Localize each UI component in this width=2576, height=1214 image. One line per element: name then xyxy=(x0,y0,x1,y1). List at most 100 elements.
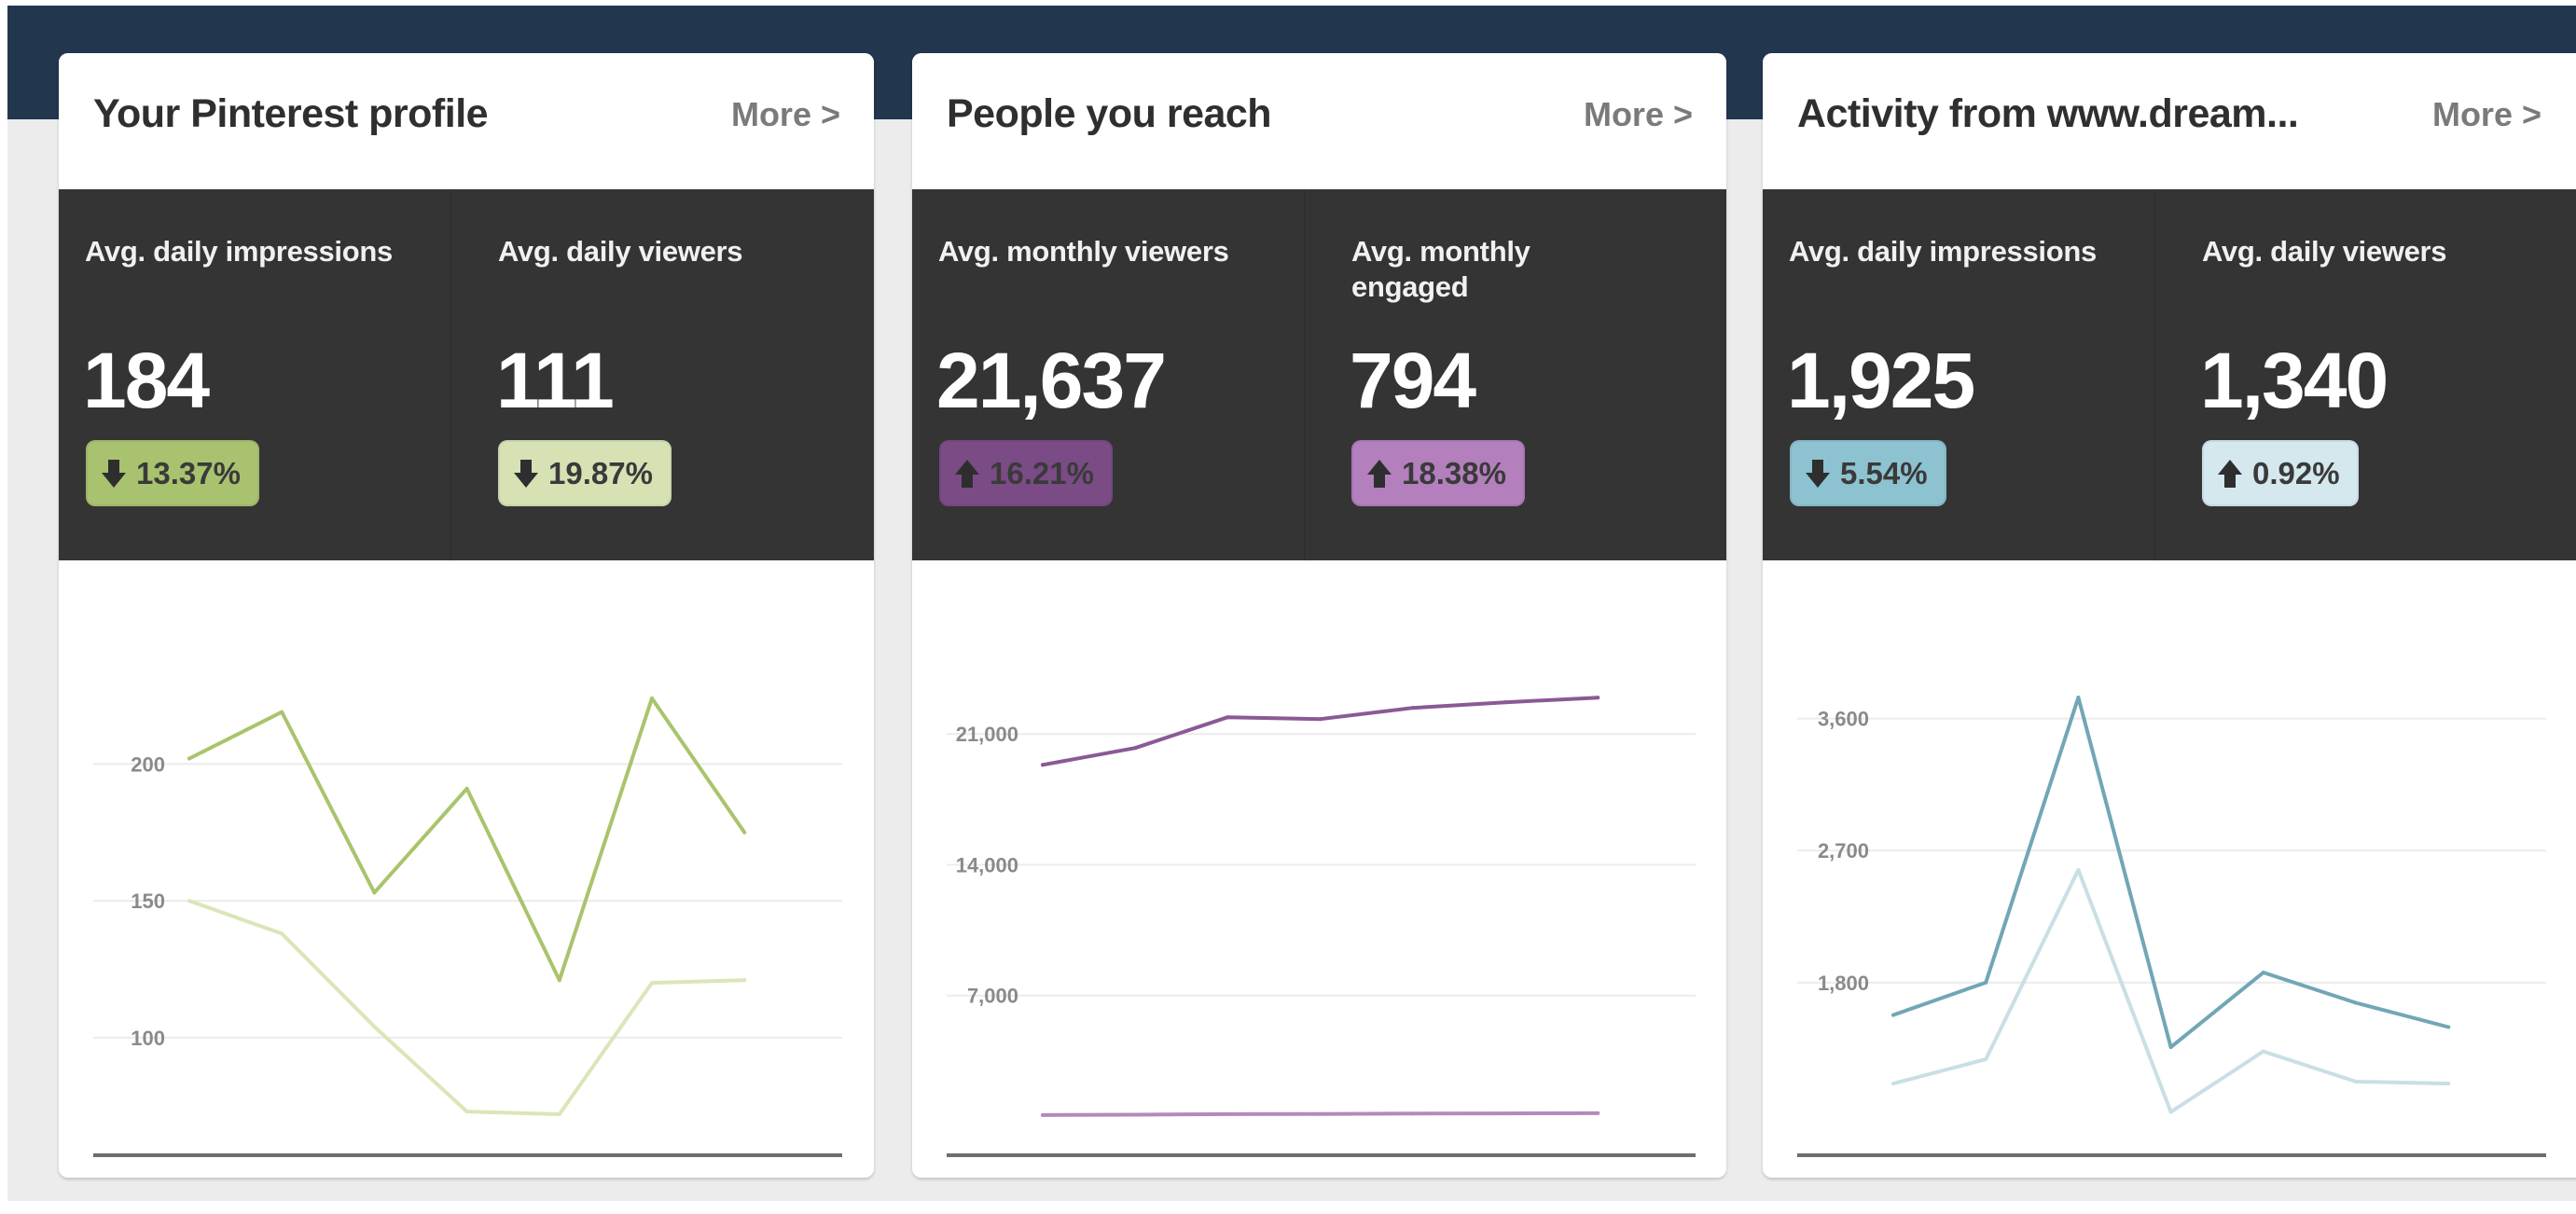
line-chart-reach: 21,000 14,000 7,000 Apr 27 29 May 1 xyxy=(947,696,1696,1178)
stat-label: Avg. monthly viewers xyxy=(938,235,1229,268)
stat-label: Avg. daily impressions xyxy=(1789,235,2097,268)
y-tick-label: 150 xyxy=(131,890,165,913)
data-point xyxy=(2168,1045,2173,1050)
data-point xyxy=(464,1110,469,1114)
data-point xyxy=(650,981,654,986)
data-point xyxy=(1596,696,1600,700)
stat-value: 1,340 xyxy=(2200,337,2389,424)
stat-viewers: Avg. daily viewers 111 19.87% xyxy=(451,189,874,560)
stat-impressions: Avg. daily impressions 184 13.37% xyxy=(59,189,451,560)
more-link[interactable]: More > xyxy=(730,95,840,133)
arrow-down-shape xyxy=(514,459,538,488)
change-value: 18.38% xyxy=(1402,455,1506,490)
change-value: 19.87% xyxy=(548,455,653,490)
data-point xyxy=(1596,1111,1600,1115)
card-header: Activity from www.dream... More > xyxy=(1763,53,2576,189)
data-point xyxy=(280,710,284,714)
arrow-down-icon xyxy=(514,459,538,488)
data-point xyxy=(280,931,284,936)
stat-label: Avg. daily viewers xyxy=(2202,235,2447,268)
stat-site-viewers: Avg. daily viewers 1,340 0.92% xyxy=(2155,189,2576,560)
data-point xyxy=(1318,717,1323,722)
stat-value: 21,637 xyxy=(936,337,1167,424)
data-point xyxy=(1984,1057,1988,1062)
card-header: People you reach More > xyxy=(912,53,1726,189)
card-title: Your Pinterest profile xyxy=(93,91,489,136)
data-point xyxy=(2076,695,2081,699)
change-badge: 5.54% xyxy=(1790,440,1946,506)
y-tick-label: 100 xyxy=(131,1027,165,1050)
x-tick-label: 29 xyxy=(1308,1174,1333,1178)
data-point xyxy=(1891,1013,1895,1017)
card-website-activity: Activity from www.dream... More > Avg. d… xyxy=(1763,53,2576,1178)
y-tick-label: 2,700 xyxy=(1818,839,1869,862)
arrow-down-shape xyxy=(102,459,126,488)
arrow-up-icon xyxy=(2218,459,2242,488)
x-tick-label: May 1 xyxy=(2325,1174,2388,1178)
data-point xyxy=(2261,970,2265,974)
x-tick-label: May 1 xyxy=(1475,1174,1537,1178)
more-link[interactable]: More > xyxy=(2431,95,2541,133)
card-header: Your Pinterest profile More > xyxy=(59,53,874,189)
change-value: 0.92% xyxy=(2252,455,2340,490)
card-title: Activity from www.dream... xyxy=(1797,91,2299,136)
data-point xyxy=(2261,1049,2265,1054)
arrow-up-shape xyxy=(2218,459,2242,488)
stats-panel: Avg. daily impressions 1,925 5.54% Avg. … xyxy=(1763,189,2576,560)
series-line xyxy=(1041,696,1600,767)
data-point xyxy=(1041,1112,1045,1117)
data-point xyxy=(1133,746,1138,751)
data-point xyxy=(1891,1082,1895,1086)
data-point xyxy=(650,696,654,700)
data-point xyxy=(557,978,561,983)
line-chart-profile: 200 150 100 Apr 27 29 May 1 xyxy=(93,696,842,1178)
y-tick-label: 21,000 xyxy=(956,723,1018,746)
stat-monthly-engaged: Avg. monthly engaged 794 18.38% xyxy=(1305,189,1726,560)
y-tick-label: 1,800 xyxy=(1818,972,1869,995)
stats-panel: Avg. monthly viewers 21,637 16.21% Avg. … xyxy=(912,189,1726,560)
change-badge: 13.37% xyxy=(86,440,259,506)
x-tick-label: May 1 xyxy=(621,1174,684,1178)
more-link[interactable]: More > xyxy=(1583,95,1693,133)
data-point xyxy=(1410,706,1415,710)
data-point xyxy=(187,756,191,761)
stat-monthly-viewers: Avg. monthly viewers 21,637 16.21% xyxy=(912,189,1305,560)
data-point xyxy=(187,899,191,904)
chart-area: 200 150 100 Apr 27 29 May 1 xyxy=(59,560,874,1178)
stats-panel: Avg. daily impressions 184 13.37% Avg. d… xyxy=(59,189,874,560)
x-tick-label: Apr 27 xyxy=(247,1174,317,1178)
change-badge: 19.87% xyxy=(498,440,672,506)
stat-value: 794 xyxy=(1350,337,1476,424)
card-pinterest-profile: Your Pinterest profile More > Avg. daily… xyxy=(59,53,874,1178)
change-badge: 0.92% xyxy=(2202,440,2359,506)
card-title: People you reach xyxy=(947,91,1272,136)
arrow-down-icon xyxy=(102,459,126,488)
stat-label: Avg. daily viewers xyxy=(498,235,743,268)
data-point xyxy=(2168,1110,2173,1114)
x-tick-label: 29 xyxy=(454,1174,479,1178)
series-line xyxy=(1891,868,2451,1114)
change-badge: 16.21% xyxy=(939,440,1113,506)
y-tick-label: 3,600 xyxy=(1818,708,1869,731)
stat-label: Avg. daily impressions xyxy=(85,235,393,268)
line-chart-website: 3,600 2,700 1,800 Apr 27 29 May 1 xyxy=(1797,695,2546,1178)
stat-value: 111 xyxy=(496,337,615,424)
series-line xyxy=(187,899,747,1116)
arrow-up-shape xyxy=(955,459,979,488)
chart-area: 3,600 2,700 1,800 Apr 27 29 May 1 xyxy=(1763,560,2576,1178)
data-point xyxy=(1133,1112,1138,1117)
data-point xyxy=(1226,1111,1230,1116)
data-point xyxy=(2446,1082,2451,1086)
stat-value: 184 xyxy=(83,337,210,424)
card-people-you-reach: People you reach More > Avg. monthly vie… xyxy=(912,53,1726,1178)
arrow-down-shape xyxy=(1806,459,1830,488)
series-line xyxy=(187,697,747,983)
stat-label: Avg. monthly engaged xyxy=(1351,235,1530,303)
data-point xyxy=(742,830,747,835)
data-point xyxy=(1503,1111,1507,1116)
data-point xyxy=(2354,1000,2358,1005)
arrow-up-icon xyxy=(1367,459,1392,488)
stat-value: 1,925 xyxy=(1787,337,1975,424)
data-point xyxy=(1226,715,1230,720)
data-point xyxy=(464,786,469,791)
